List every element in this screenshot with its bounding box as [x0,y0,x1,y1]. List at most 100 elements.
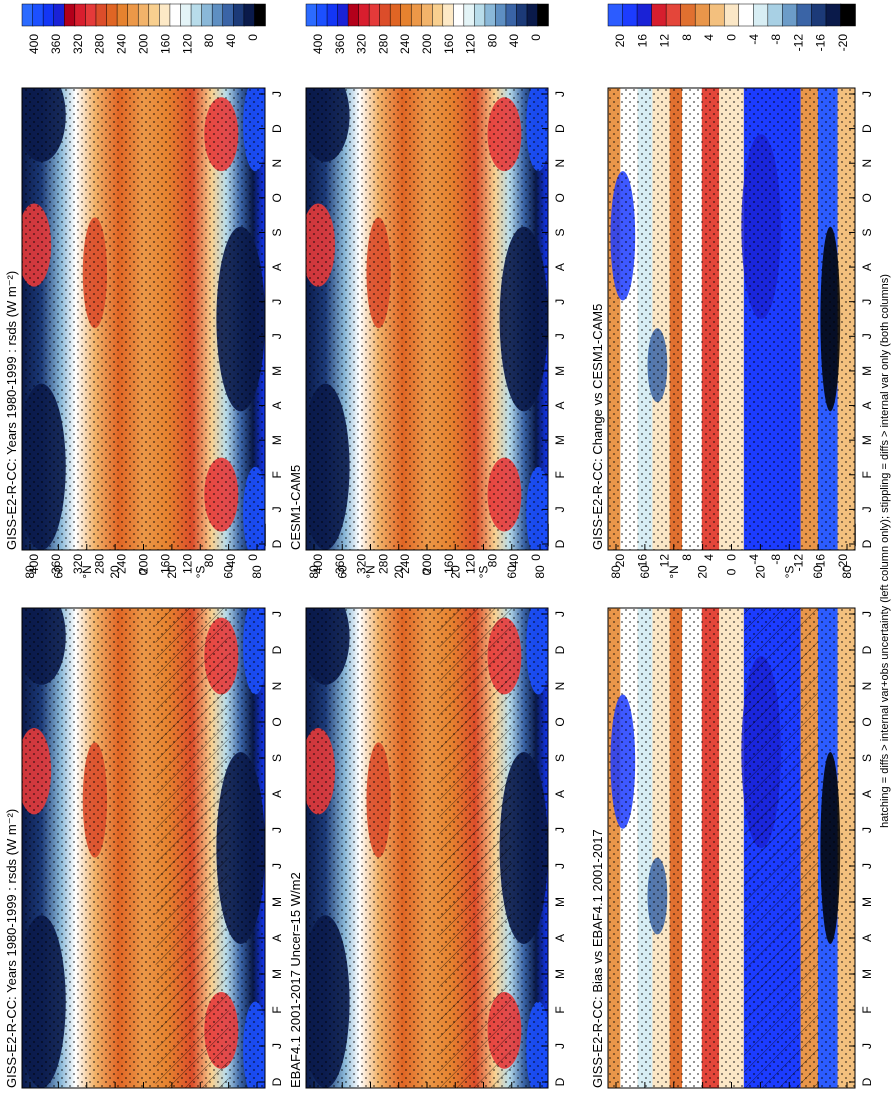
month-tick-label: J [553,299,567,305]
month-tick-label: J [860,827,874,833]
month-tick-label: S [270,228,284,236]
month-tick-label: D [270,124,284,133]
colorbar-tick-label: 0 [246,554,260,561]
colorbar-swatch [337,3,349,27]
colorbar-tick-label: 120 [464,554,478,574]
month-tick-label: M [860,366,874,376]
colorbar-tick-label: 80 [202,34,216,48]
colorbar-swatch [709,3,725,27]
month-tick-label: O [553,193,567,202]
colorbar-tick-label: -8 [769,554,783,565]
month-tick-label: J [860,299,874,305]
colorbar: 20 16 12 8 4 0 -4 -8 -12 -16 -20 [607,3,856,51]
colorbar-swatch [410,3,423,27]
colorbar-swatch [753,3,769,27]
month-tick-label: M [860,969,874,979]
colorbar-swatch [201,3,213,27]
colorbar-tick-label: 160 [442,34,456,54]
colorbar-tick-label: 120 [180,554,194,574]
footnote: hatching = diffs > internal var+obs unce… [879,274,891,828]
colorbar-tick-label: 0 [725,554,739,561]
panel-title: GISS-E2-R-CC: Bias vs EBAF4.1 2001-2017 [590,829,605,1088]
colorbar-tick-label: 400 [27,34,41,54]
colorbar-tick-label: 8 [680,34,694,41]
colorbar-swatch [326,3,339,27]
colorbar-swatch [665,3,682,27]
colorbar-tick-label: 360 [49,34,63,54]
month-tick-label: F [270,471,284,478]
month-tick-label: A [860,790,874,798]
month-tick-label: A [860,402,874,410]
colorbar-tick-label: 40 [224,554,238,568]
colorbar-swatch [368,3,381,27]
colorbar-swatch [767,3,784,27]
colorbar-swatch [106,3,118,27]
colorbar-swatch [636,3,653,27]
colorbar-tick-label: 280 [93,554,107,574]
colorbar-tick-label: 80 [485,554,499,568]
month-tick-label: J [553,333,567,339]
colorbar-swatch [738,3,755,27]
month-tick-label: O [860,717,874,726]
colorbar-tick-label: 360 [333,34,347,54]
lat-tick-label: 80 [307,565,321,579]
month-tick-label: D [270,1077,284,1086]
month-tick-label: N [860,159,874,168]
heatmap [306,608,548,1088]
panel-title: GISS-E2-R-CC: Years 1980-1999 : rsds (W … [4,271,19,550]
month-tick-label: S [553,754,567,762]
month-tick-label: S [860,754,874,762]
month-tick-label: N [270,682,284,691]
colorbar-swatch [379,3,391,27]
colorbar-tick-label: -4 [747,554,761,565]
month-tick-label: F [860,471,874,478]
stippling [306,88,548,550]
colorbar-swatch [825,3,842,27]
month-tick-label: D [860,124,874,133]
heatmap [22,608,265,1088]
month-tick-label: J [553,91,567,97]
colorbar-swatch [159,3,171,27]
month-tick-label: O [553,717,567,726]
colorbar-tick-label: -4 [747,34,761,45]
panel-4: 8060°N20020°S6080DJFMAMJJASONDJGISS-E2-R… [590,523,874,1089]
heatmap [608,88,855,550]
month-tick-label: A [270,263,284,271]
colorbar-swatch [453,3,465,27]
colorbar-tick-label: 360 [49,554,63,574]
colorbar-tick-label: -12 [791,554,805,572]
month-tick-label: O [860,193,874,202]
month-tick-label: D [553,124,567,133]
panel-title: GISS-E2-R-CC: Change vs CESM1-CAM5 [590,304,605,550]
colorbar-swatch [723,3,740,27]
hatching [439,608,512,1088]
lat-tick-label: 60 [335,565,349,579]
colorbar-swatch [358,3,370,27]
month-tick-label: M [553,366,567,376]
colorbar-swatch [463,3,476,27]
colorbar-swatch [74,3,87,27]
colorbar-tick-label: 12 [658,554,672,568]
colorbar-tick-label: 400 [311,34,325,54]
colorbar-swatch [442,3,455,27]
colorbar-swatch [148,3,161,27]
colorbar: 400 360 320 280 240 200 160 120 80 40 0 [21,3,266,54]
hatching [155,608,229,1088]
stippling [608,88,855,550]
colorbar-swatch [432,3,444,27]
lat-tick-label: 20 [753,565,767,579]
month-tick-label: F [553,471,567,478]
month-tick-label: J [553,506,567,512]
month-tick-label: J [860,91,874,97]
lat-tick-label: 60 [811,565,825,579]
heatmap [306,88,548,550]
month-tick-label: J [860,611,874,617]
month-tick-label: M [270,969,284,979]
month-tick-label: J [860,863,874,869]
month-tick-label: A [553,934,567,942]
month-tick-label: J [270,611,284,617]
month-tick-label: M [553,969,567,979]
colorbar-tick-label: 200 [137,554,151,574]
month-tick-label: J [270,1043,284,1049]
month-tick-label: J [270,299,284,305]
